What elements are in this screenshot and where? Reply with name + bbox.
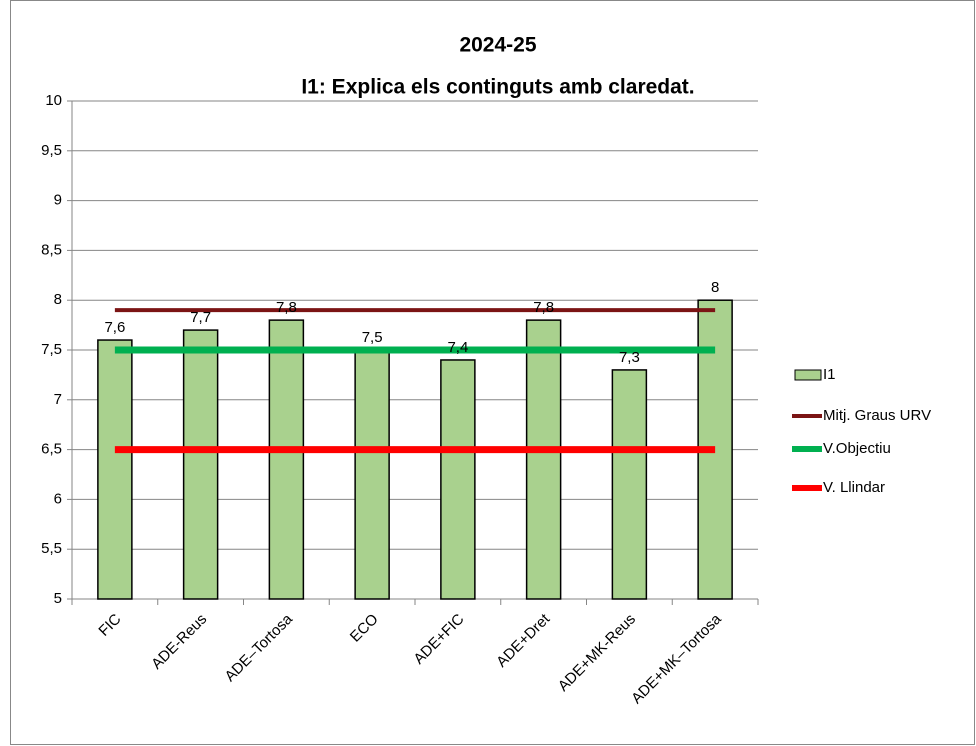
- bar: [525, 319, 562, 600]
- y-tick-label: 8,5: [41, 241, 62, 258]
- legend-label: V.Objectiu: [823, 440, 891, 457]
- bar: [182, 329, 219, 600]
- y-tick-label: 10: [45, 92, 62, 109]
- y-tick-label: 7: [54, 391, 62, 408]
- legend-label: Mitj. Graus URV: [823, 407, 931, 424]
- y-tick-label: 6: [54, 490, 62, 507]
- chart-title: 2024-25: [459, 34, 536, 57]
- data-label: 7,4: [447, 339, 468, 356]
- y-tick-label: 9: [54, 192, 62, 209]
- legend-swatch: [794, 369, 822, 381]
- bar: [440, 359, 476, 600]
- data-label: 7,7: [190, 309, 211, 326]
- legend-label: V. Llindar: [823, 479, 885, 496]
- chart-subtitle: I1: Explica els continguts amb claredat.: [301, 76, 694, 99]
- bar: [354, 349, 390, 600]
- data-label: 8: [711, 279, 719, 296]
- data-label: 7,8: [276, 299, 297, 316]
- y-tick-label: 8: [54, 291, 62, 308]
- y-tick-label: 5: [54, 590, 62, 607]
- bar: [97, 339, 133, 600]
- data-label: 7,6: [104, 319, 125, 336]
- y-tick-label: 5,5: [41, 540, 62, 557]
- legend-label: I1: [823, 366, 836, 383]
- data-label: 7,5: [362, 329, 383, 346]
- bar: [611, 369, 648, 600]
- bar: [268, 319, 305, 600]
- y-tick-label: 9,5: [41, 142, 62, 159]
- data-label: 7,3: [619, 349, 640, 366]
- y-tick-label: 7,5: [41, 341, 62, 358]
- y-tick-label: 6,5: [41, 441, 62, 458]
- data-label: 7,8: [533, 299, 554, 316]
